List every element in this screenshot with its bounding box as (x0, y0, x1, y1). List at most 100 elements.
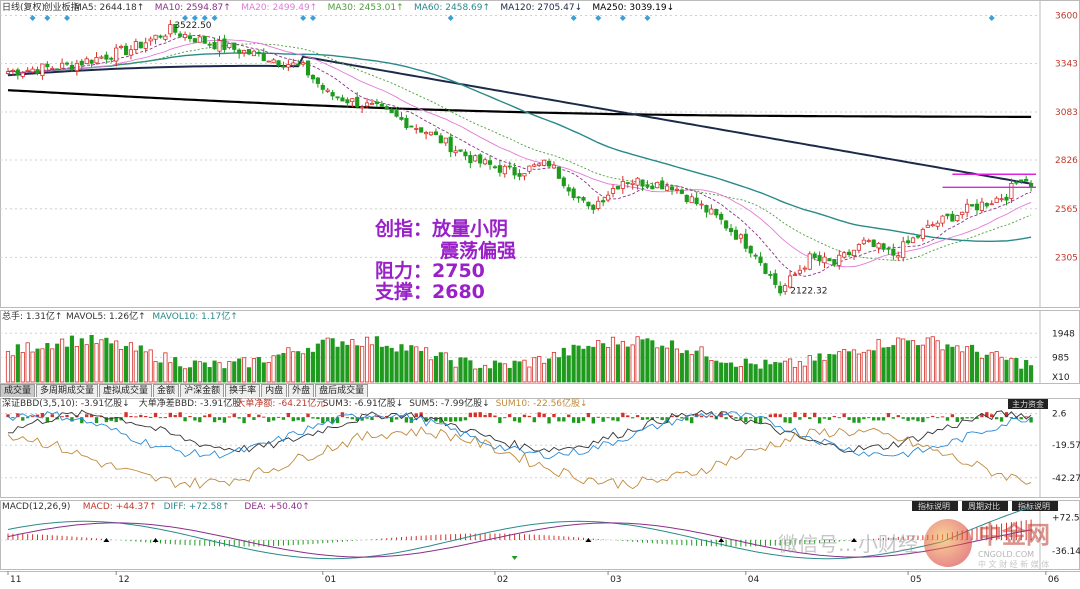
tab-turnover[interactable]: 换手率 (225, 384, 261, 397)
bbd-tick-label: 2.6 (1052, 409, 1067, 419)
bbd-bar (25, 417, 30, 419)
volume-bar (763, 359, 768, 383)
tab-inner[interactable]: 内盘 (261, 384, 288, 397)
candle-body (212, 41, 217, 50)
volume-bar (812, 360, 817, 383)
bbd-bar (906, 417, 910, 421)
volume-bar (955, 345, 960, 383)
volume-bar (119, 349, 124, 383)
tab-virtual-volume[interactable]: 虚拟成交量 (99, 384, 153, 397)
annotation-line-2: 震荡偏强 (440, 240, 517, 262)
candle-body (610, 188, 616, 194)
bbd-bar (552, 413, 556, 418)
volume-bar (950, 346, 955, 383)
date-tick-label: 04 (748, 575, 760, 585)
volume-bar (138, 345, 143, 383)
ma10-line (7, 34, 1032, 277)
candle-body (355, 96, 360, 108)
volume-bar (645, 338, 650, 383)
volume-bar (792, 366, 798, 383)
bbd-bar (822, 417, 827, 419)
bbd-bar (345, 417, 350, 419)
tab-sh-sz-amount[interactable]: 沪深金额 (180, 384, 225, 397)
candle-body (153, 34, 158, 40)
volume-bar (340, 341, 345, 383)
candle-body (404, 118, 409, 129)
bbd-bar (557, 417, 561, 422)
candle-body (182, 34, 188, 38)
volume-bar (906, 340, 911, 383)
price-tick-label: 2305 (1055, 253, 1078, 263)
volume-bar (153, 361, 158, 383)
volume-bar (901, 338, 906, 383)
volume-bar (984, 354, 989, 383)
candle-body (910, 237, 916, 244)
candle-body (74, 62, 79, 72)
candle-body (842, 252, 847, 258)
candle-body (797, 269, 802, 274)
bbd-chart: 深证BBD(3,5,10): -3.91亿股↓ 大单净差BBD: -3.91亿股大… (0, 397, 1080, 498)
volume-bar (355, 345, 360, 383)
candle-body (178, 33, 183, 37)
candle-body (222, 38, 227, 50)
bbd-bar (276, 416, 281, 418)
volume-bar (566, 355, 571, 383)
bbd-bar (901, 417, 905, 419)
candle-body (242, 50, 247, 54)
volume-bar (291, 351, 296, 383)
candle-body (207, 43, 212, 46)
cngold-logo-icon (924, 518, 972, 567)
bbd-bar (798, 417, 802, 420)
volume-bar (123, 345, 129, 383)
macd-button (1012, 501, 1058, 511)
legend-item: DEA: +50.40↑ (244, 502, 309, 512)
candle-body (104, 54, 109, 60)
legend-item: MA250: 3039.19↓ (592, 3, 674, 13)
bbd-bar (581, 417, 586, 421)
volume-bar (271, 355, 276, 383)
tab-volume[interactable]: 成交量 (0, 384, 36, 397)
bbd-bar (576, 417, 581, 424)
candle-body (502, 165, 507, 175)
volume-bar (133, 350, 138, 383)
signal-marker-icon (447, 15, 454, 21)
date-tick-label: 02 (497, 575, 508, 585)
bbd-bar (832, 415, 837, 418)
bbd-bar (158, 417, 163, 419)
volume-bar (374, 336, 379, 383)
bbd-bar (370, 417, 374, 421)
tab-amount[interactable]: 金额 (153, 384, 180, 397)
volume-bar (104, 337, 109, 383)
candle-body (99, 56, 104, 59)
candle-body (817, 255, 822, 261)
volume-multiplier: X10 (1052, 373, 1070, 383)
bbd-bar (355, 417, 359, 422)
bbd-bar (6, 414, 10, 418)
bbd-bar (911, 417, 915, 420)
bbd-bar (473, 412, 477, 418)
watermark-brand: 中金网 (978, 521, 1050, 549)
volume-bar (542, 362, 547, 383)
tab-multi-period-volume[interactable]: 多周期成交量 (36, 384, 99, 397)
bbd-bar (817, 417, 822, 424)
bbd-bar (758, 417, 763, 424)
bbd-bar (50, 414, 54, 418)
candle-body (1024, 178, 1029, 182)
date-tick-label: 03 (610, 575, 621, 585)
bbd-bar (808, 417, 812, 420)
bbd-bar (660, 417, 664, 421)
bbd-bar (847, 417, 851, 420)
candle-body (5, 71, 11, 74)
volume-bar (605, 346, 611, 383)
candle-body (566, 187, 571, 192)
bbd-bar (537, 412, 541, 418)
bbd-bar (675, 415, 679, 418)
volume-bar (704, 356, 709, 383)
annotation-support: 支撑：2680 (375, 281, 485, 303)
volume-bar (679, 353, 684, 383)
tab-after-hours[interactable]: 盘后成交量 (315, 384, 369, 397)
volume-bar (920, 344, 925, 383)
price-tick-label: 3083 (1055, 108, 1078, 118)
tab-outer[interactable]: 外盘 (288, 384, 315, 397)
bbd-bar (75, 415, 79, 418)
